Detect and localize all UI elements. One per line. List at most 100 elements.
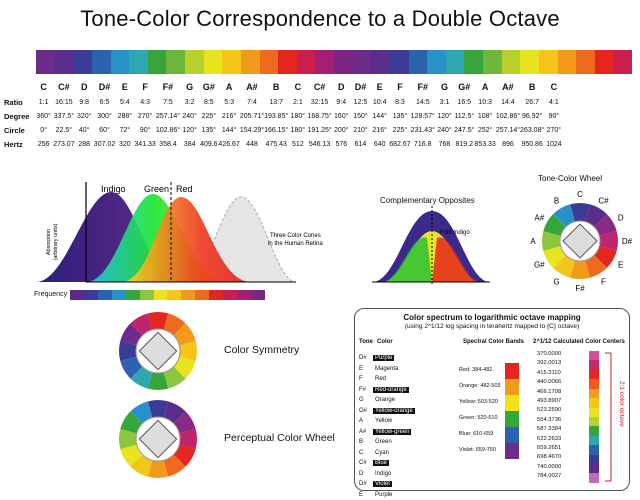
table-cell: 216°: [218, 109, 239, 123]
table-cell: 512: [288, 137, 307, 151]
tone-name: C#: [359, 460, 373, 466]
band-swatch: [505, 379, 519, 395]
table-cell: 26:7: [520, 95, 544, 109]
table-cell: 426.67: [218, 137, 239, 151]
wheel-note-label: F: [601, 278, 606, 287]
table-cell: 225°: [389, 123, 410, 137]
table-cell: 60°: [94, 123, 115, 137]
table-cell: 384: [180, 137, 199, 151]
table-cell: 270°: [544, 123, 563, 137]
frequency-value: 370.0000: [537, 351, 577, 360]
table-cell: 120°: [435, 109, 454, 123]
table-cell: 144°: [370, 109, 389, 123]
note-header: G#: [454, 78, 474, 95]
table-cell: 252°: [474, 123, 495, 137]
table-cell: 90°: [134, 123, 155, 137]
wheel-note-label: G#: [534, 261, 545, 270]
frequency-value: 740.0000: [537, 464, 577, 473]
stripe-segment: [148, 50, 167, 74]
cone-absorption-chart: Indigo Green Red Three Color Cones in th…: [36, 182, 336, 302]
note-header: C: [34, 78, 53, 95]
frequency-value: 493.8907: [537, 398, 577, 407]
header-freq: 2^1/12 Calculated Color Centers: [533, 339, 625, 345]
cones-caption-2: in the Human Retina: [268, 241, 323, 247]
table-cell: 896: [496, 137, 520, 151]
note-header: C#: [307, 78, 331, 95]
note-header: E: [370, 78, 389, 95]
frequency-swatch: [167, 290, 181, 300]
table-cell: 40°: [75, 123, 94, 137]
frequency-color-swatch: [589, 360, 599, 369]
stripe-segment: [427, 50, 446, 74]
wheel-note-label: D#: [622, 237, 633, 246]
tone-color-wheel: CC#DD#EFF#GG#AA#B: [525, 186, 635, 296]
frequency-color-swatch: [589, 473, 599, 482]
tone-color: Purple: [373, 492, 394, 498]
stripe-segment: [539, 50, 558, 74]
table-cell: 358.4: [156, 137, 180, 151]
note-header: A#: [240, 78, 264, 95]
note-header: D: [332, 78, 351, 95]
table-cell: 320°: [75, 109, 94, 123]
tone-name: F: [359, 376, 373, 382]
table-cell: 231.43°: [411, 123, 435, 137]
tone-name: D#: [359, 481, 373, 487]
table-cell: 150°: [351, 109, 370, 123]
stripe-segment: [92, 50, 111, 74]
tone-color: Yellow-orange: [373, 408, 415, 414]
stripe-segment: [260, 50, 279, 74]
band-label: Red: 384-482: [355, 367, 492, 373]
table-cell: 263.08°: [520, 123, 544, 137]
note-header: F#: [411, 78, 435, 95]
note-header: B: [520, 78, 544, 95]
note-header: D: [75, 78, 94, 95]
frequency-color-swatch: [589, 464, 599, 473]
stripe-segment: [353, 50, 372, 74]
frequency-value: 622.2633: [537, 436, 577, 445]
tone-name: E: [359, 492, 373, 498]
panel-title: Color spectrum to logarithmic octave map…: [355, 313, 629, 322]
table-cell: 576: [332, 137, 351, 151]
table-cell: 1:1: [34, 95, 53, 109]
perceptual-wheel-label: Perceptual Color Wheel: [224, 432, 335, 444]
stripe-segment: [371, 50, 390, 74]
table-cell: 273.07: [53, 137, 74, 151]
table-cell: 257.14°: [496, 123, 520, 137]
table-cell: 4:3: [134, 95, 155, 109]
frequency-swatch: [154, 290, 168, 300]
frequency-swatch: [181, 290, 195, 300]
stripe-segment: [558, 50, 577, 74]
table-cell: 640: [370, 137, 389, 151]
table-cell: 6:5: [94, 95, 115, 109]
band-swatch: [505, 427, 519, 443]
table-cell: 16:5: [454, 95, 474, 109]
frequency-value: 784.0027: [537, 473, 577, 482]
table-cell: 96.92°: [520, 109, 544, 123]
table-cell: 341.33: [134, 137, 155, 151]
header-bands: Spectral Color Bands: [463, 339, 524, 345]
table-cell: 337.5°: [53, 109, 74, 123]
note-header: F: [134, 78, 155, 95]
table-cell: 10:4: [370, 95, 389, 109]
stripe-segment: [502, 50, 521, 74]
table-cell: 320: [115, 137, 134, 151]
indigo-label: Indigo: [101, 184, 126, 194]
wheel-note-label: B: [554, 196, 559, 205]
frequency-swatch: [223, 290, 237, 300]
stripe-segment: [185, 50, 204, 74]
table-cell: 3:2: [180, 95, 199, 109]
frequency-swatch: [98, 290, 112, 300]
table-cell: 200°: [332, 123, 351, 137]
color-stripe: [36, 50, 632, 74]
table-cell: 360°: [34, 109, 53, 123]
stripe-segment: [334, 50, 353, 74]
green-label: Green: [144, 184, 169, 194]
table-cell: 102.86°: [496, 109, 520, 123]
table-cell: 247.5°: [454, 123, 474, 137]
frequency-color-swatch: [589, 398, 599, 407]
table-cell: 9:4: [332, 95, 351, 109]
